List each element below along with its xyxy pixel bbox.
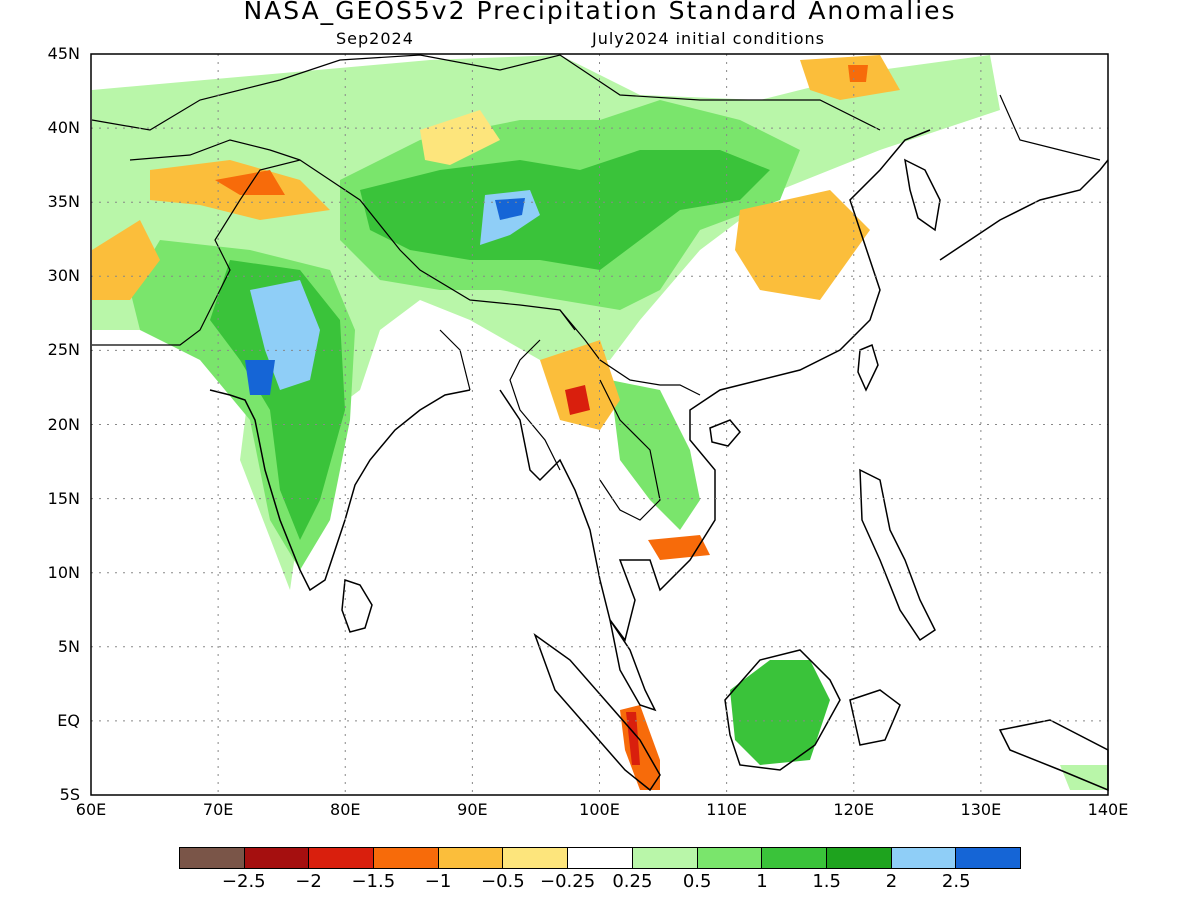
- border: [91, 54, 881, 131]
- anomaly-region: [730, 660, 830, 765]
- lon-tick-label: 70E: [202, 800, 234, 819]
- colorbar-swatch: [309, 848, 375, 868]
- japan-coastline: [939, 159, 1109, 261]
- colorbar-swatch: [180, 848, 245, 868]
- lat-tick-label: EQ: [57, 710, 80, 730]
- colorbar-label: −0.5: [480, 871, 525, 892]
- malaya-coastline: [609, 619, 657, 712]
- anomaly-region: [626, 712, 640, 765]
- colorbar-label: 0.25: [612, 871, 653, 892]
- anomaly-region: [1060, 765, 1108, 790]
- lat-tick-label: 40N: [47, 118, 80, 138]
- colorbar-swatch: [438, 848, 504, 868]
- hainan-coastline: [709, 419, 741, 447]
- colorbar-swatch: [503, 848, 569, 868]
- colorbar-swatch: [568, 848, 633, 868]
- anomaly-shading: [92, 55, 1108, 790]
- lon-tick-label: 80E: [330, 800, 361, 819]
- border: [439, 329, 471, 391]
- lat-tick-label: 20N: [47, 414, 80, 434]
- anomaly-region: [565, 385, 590, 415]
- lon-tick-label: 90E: [457, 800, 488, 819]
- map-border: [90, 53, 1109, 796]
- colorbar-label: 1: [756, 871, 768, 892]
- lon-tick-label: 100E: [579, 800, 620, 819]
- colorbar-swatch: [244, 848, 310, 868]
- colorbar-swatch: [762, 848, 827, 868]
- colorbar-label: −1.5: [351, 871, 396, 892]
- lon-tick-label: 140E: [1087, 800, 1129, 819]
- philippines-coastline: [859, 468, 936, 642]
- lat-tick-label: 25N: [47, 340, 80, 360]
- colorbar-swatch: [697, 848, 763, 868]
- border: [559, 309, 701, 396]
- lon-tick-label: 120E: [833, 800, 875, 819]
- anomaly-region: [495, 198, 525, 220]
- colorbar-label: 2.5: [941, 871, 971, 892]
- lat-tick-label: 10N: [47, 562, 80, 582]
- anomaly-region: [245, 360, 275, 395]
- lat-tick-label: 30N: [47, 266, 80, 286]
- colorbar-swatch: [374, 848, 439, 868]
- coastlines: [209, 129, 1109, 792]
- anomaly-region: [610, 380, 700, 530]
- indochina-coastline: [499, 129, 931, 642]
- lat-tick-label: 35N: [47, 192, 80, 212]
- anomaly-region: [648, 535, 710, 560]
- lon-tick-label: 110E: [706, 800, 747, 819]
- border: [599, 379, 661, 521]
- anomaly-region: [848, 65, 868, 82]
- lon-tick-label: 60E: [75, 800, 107, 819]
- anomaly-region: [360, 150, 770, 270]
- sulawesi-coastline: [849, 689, 901, 746]
- lon-tick-label: 130E: [960, 800, 1002, 819]
- colorbar-label: −0.25: [540, 871, 596, 892]
- korea-coastline: [904, 158, 941, 232]
- anomaly-region: [215, 170, 285, 195]
- india-coastline: [209, 389, 471, 592]
- forecast-month: Sep2024: [336, 29, 414, 48]
- srilanka-coastline: [341, 578, 373, 633]
- anomaly-region: [92, 220, 160, 300]
- colorbar-label: 1.5: [812, 871, 841, 892]
- lat-tick-label: 45N: [47, 44, 80, 63]
- lat-tick-label: 15N: [47, 488, 80, 508]
- taiwan-coastline: [857, 343, 879, 392]
- sumatra-coastline: [533, 632, 661, 792]
- initial-conditions: July2024 initial conditions: [592, 29, 825, 48]
- colorbar-label: −1: [424, 871, 452, 892]
- lat-tick-label: 5S: [59, 785, 80, 804]
- borneo-coastline: [724, 649, 841, 771]
- colorbar-swatch: [956, 848, 1020, 868]
- colorbar-swatch: [891, 848, 957, 868]
- graticule: [91, 54, 1108, 795]
- border: [999, 94, 1101, 161]
- colorbar-swatch: [826, 848, 892, 868]
- anomaly-region: [735, 190, 870, 300]
- anomaly-region: [250, 280, 320, 390]
- colorbar: [179, 847, 1021, 869]
- anomaly-region: [620, 705, 660, 790]
- colorbar-swatch: [632, 848, 698, 868]
- border: [129, 139, 301, 161]
- colorbar-label: −2: [295, 871, 322, 892]
- map-title: NASA_GEOS5v2 Precipitation Standard Anom…: [243, 0, 957, 25]
- anomaly-region: [420, 110, 500, 165]
- colorbar-label: 0.5: [682, 871, 712, 892]
- colorbar-label: 2: [885, 871, 898, 892]
- border: [509, 339, 561, 471]
- lat-tick-label: 5N: [57, 636, 80, 656]
- colorbar-label: −2.5: [221, 871, 266, 892]
